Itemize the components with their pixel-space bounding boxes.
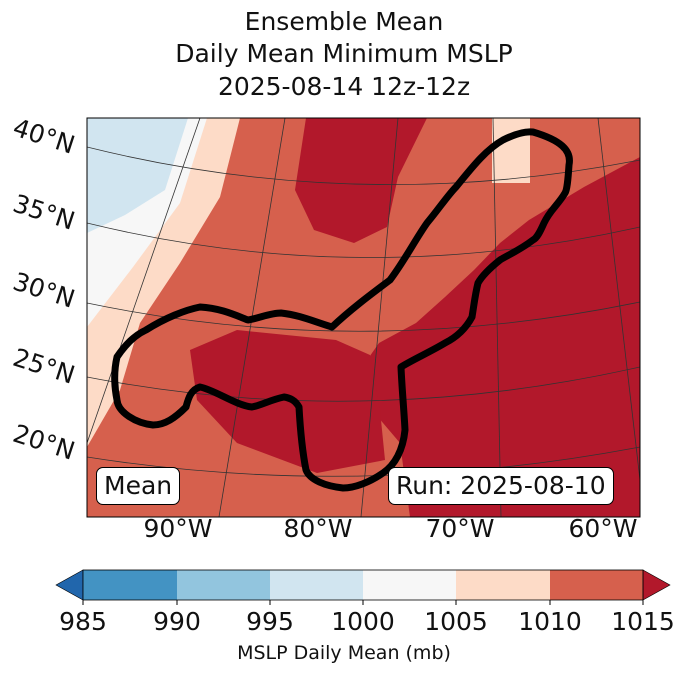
title-line-2: Daily Mean Minimum MSLP xyxy=(175,39,513,68)
colorbar-bin-1010-1015 xyxy=(550,570,643,600)
field-1005-1010-maine xyxy=(492,118,530,183)
colorbar-over-arrow xyxy=(642,569,671,601)
title-line-3: 2025-08-14 12z-12z xyxy=(217,72,471,101)
colorbar-tick-995: 995 xyxy=(246,607,294,636)
lon-label-60w: 60°W xyxy=(568,514,638,543)
colorbar-bin-995-1000 xyxy=(270,570,363,600)
colorbar-under-arrow xyxy=(55,569,84,601)
lon-label-70w: 70°W xyxy=(425,514,495,543)
probability-contour xyxy=(111,128,573,492)
colorbar-tick-1005: 1005 xyxy=(424,607,488,636)
run-date-box: Run: 2025-08-10 xyxy=(388,467,614,505)
colorbar-tick-1015: 1015 xyxy=(611,607,675,636)
field-over-1015-atlantic xyxy=(365,157,640,517)
colorbar-tick-1000: 1000 xyxy=(331,607,395,636)
field-995-1000 xyxy=(87,118,188,233)
colorbar-bin-1005-1010 xyxy=(456,570,550,600)
map-frame xyxy=(86,117,641,518)
colorbar-tick-990: 990 xyxy=(153,607,201,636)
colorbar xyxy=(55,569,671,605)
mean-label-box: Mean xyxy=(96,467,181,505)
colorbar-tick-985: 985 xyxy=(59,607,107,636)
colorbar-label: MSLP Daily Mean (mb) xyxy=(237,642,451,664)
field-over-1015-lakes xyxy=(295,118,427,243)
lon-label-90w: 90°W xyxy=(143,514,213,543)
colorbar-bin-990-995 xyxy=(177,570,270,600)
colorbar-bin-1000-1005 xyxy=(363,570,456,600)
colorbar-tick-1010: 1010 xyxy=(518,607,582,636)
title-line-1: Ensemble Mean xyxy=(244,7,444,36)
lon-label-80w: 80°W xyxy=(283,514,353,543)
colorbar-bin-985-990 xyxy=(83,570,177,600)
